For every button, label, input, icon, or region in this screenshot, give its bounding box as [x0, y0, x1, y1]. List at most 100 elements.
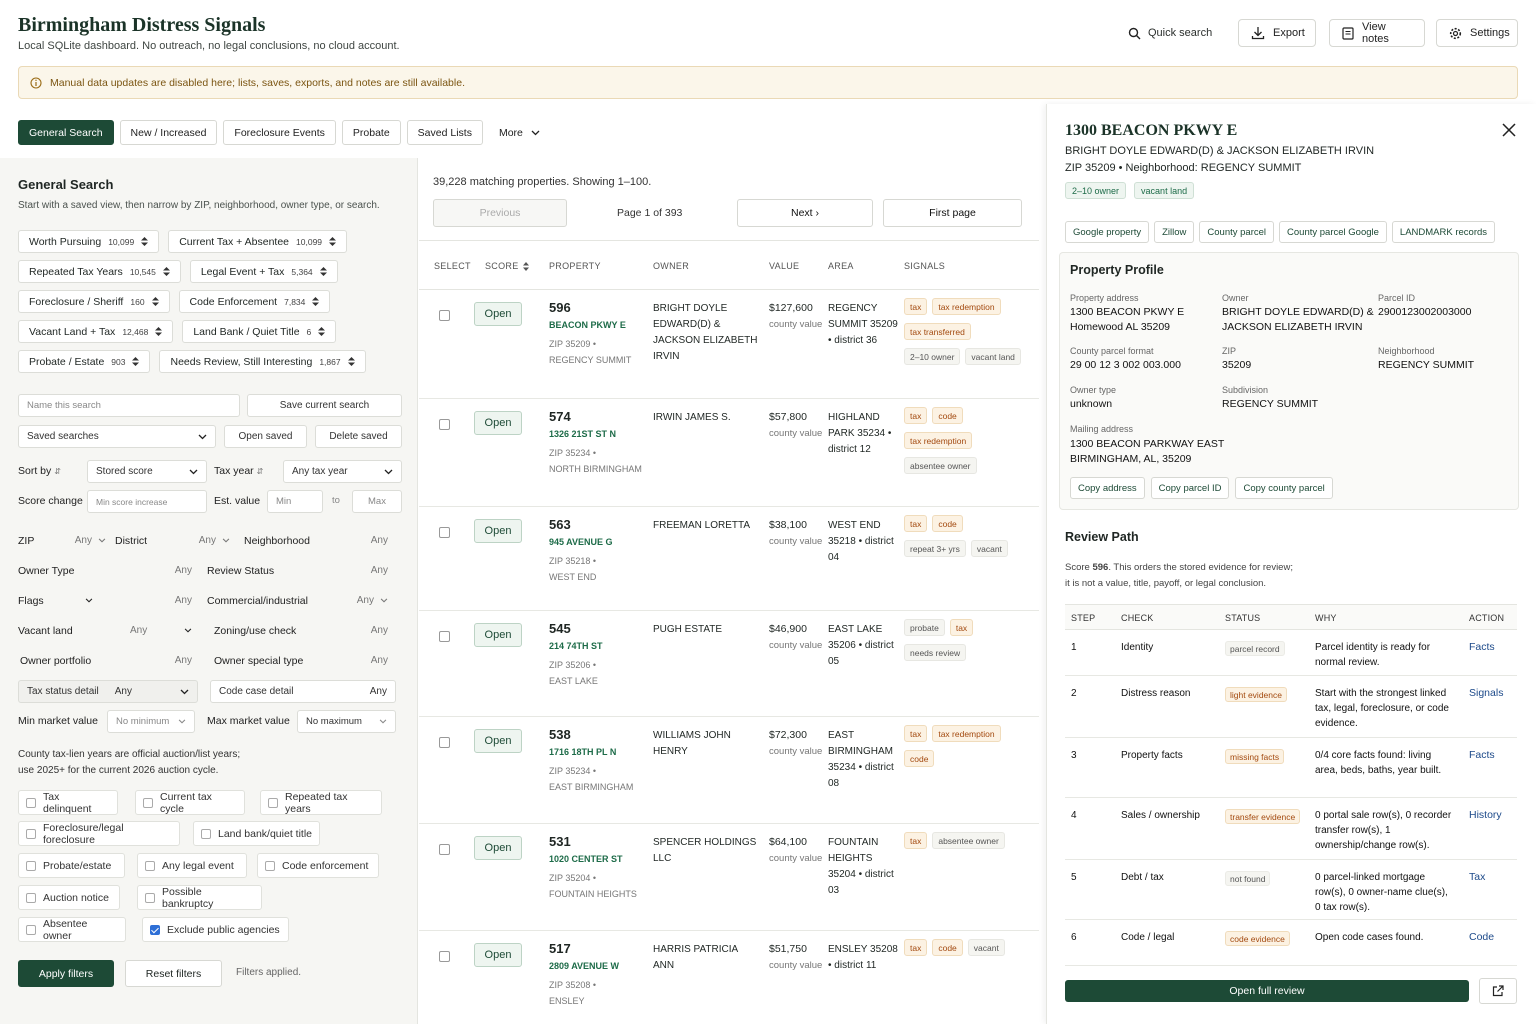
filter-checkbox[interactable]: Possible bankruptcy: [137, 885, 262, 910]
copy-address-button[interactable]: Copy address: [1070, 477, 1145, 499]
vacant-land-select[interactable]: Any: [110, 619, 192, 642]
saved-view-button[interactable]: Probate / Estate 903: [18, 350, 151, 373]
saved-searches-select[interactable]: Saved searches: [18, 425, 216, 448]
open-property-button[interactable]: Open: [474, 943, 522, 967]
sort-by-select[interactable]: Stored score: [87, 460, 207, 483]
checkbox-box[interactable]: [265, 860, 275, 871]
google-property-link[interactable]: Google property: [1065, 221, 1150, 243]
open-property-button[interactable]: Open: [474, 836, 522, 860]
open-full-review-button[interactable]: Open full review: [1065, 980, 1469, 1002]
filter-checkbox[interactable]: Absentee owner: [18, 917, 126, 942]
open-property-button[interactable]: Open: [474, 729, 522, 753]
est-value-min-input[interactable]: Min: [267, 490, 323, 513]
property-address-link[interactable]: 214 74TH ST: [549, 641, 603, 651]
close-icon[interactable]: [1501, 122, 1517, 138]
property-address-link[interactable]: 1326 21ST ST N: [549, 429, 617, 439]
next-page-button[interactable]: Next ›: [737, 199, 873, 227]
tax-year-select[interactable]: Any tax year: [283, 460, 402, 483]
code-case-select[interactable]: Code case detail Any: [210, 680, 396, 703]
open-in-new-window-button[interactable]: [1479, 978, 1517, 1004]
checkbox-box[interactable]: [145, 860, 155, 871]
max-market-select[interactable]: No maximum: [297, 710, 396, 733]
filter-checkbox[interactable]: Foreclosure/legal foreclosure: [18, 821, 180, 846]
settings-button[interactable]: Settings: [1436, 19, 1518, 47]
flags-value[interactable]: Any: [174, 595, 192, 606]
owner-portfolio-select[interactable]: Any: [174, 655, 192, 666]
property-address-link[interactable]: BEACON PKWY E: [549, 320, 626, 330]
first-page-button[interactable]: First page: [883, 199, 1022, 227]
commercial-select[interactable]: Any: [330, 589, 388, 612]
export-button[interactable]: Export: [1238, 19, 1316, 47]
saved-view-button[interactable]: Legal Event + Tax 5,364: [189, 260, 338, 283]
filter-checkbox[interactable]: Current tax cycle: [135, 790, 245, 815]
checkbox-box[interactable]: [201, 828, 211, 839]
saved-view-button[interactable]: Repeated Tax Years 10,545: [18, 260, 181, 283]
filter-checkbox[interactable]: Exclude public agencies: [142, 917, 289, 942]
checkbox-box[interactable]: [150, 924, 160, 935]
copy-parcel-id-button[interactable]: Copy parcel ID: [1150, 477, 1230, 499]
reset-filters-button[interactable]: Reset filters: [125, 960, 222, 987]
apply-filters-button[interactable]: Apply filters: [18, 960, 114, 987]
checkbox-box[interactable]: [145, 892, 155, 903]
checkbox-box[interactable]: [143, 797, 153, 808]
delete-saved-button[interactable]: Delete saved: [315, 425, 402, 448]
property-address-link[interactable]: 2809 AVENUE W: [549, 961, 620, 971]
saved-view-button[interactable]: Land Bank / Quiet Title 6: [182, 320, 337, 343]
district-select[interactable]: Any: [160, 529, 230, 552]
score-change-input[interactable]: Min score increase: [87, 490, 207, 513]
filter-checkbox[interactable]: Land bank/quiet title: [193, 821, 320, 846]
filter-checkbox[interactable]: Any legal event: [137, 853, 247, 878]
open-property-button[interactable]: Open: [474, 302, 522, 326]
review-action-link[interactable]: Facts: [1469, 641, 1495, 653]
review-action-link[interactable]: History: [1469, 809, 1502, 821]
saved-view-button[interactable]: Vacant Land + Tax 12,468: [18, 320, 174, 343]
review-action-link[interactable]: Signals: [1469, 687, 1504, 699]
zoning-select[interactable]: Any: [370, 625, 388, 636]
zillow-link[interactable]: Zillow: [1154, 221, 1195, 243]
saved-view-button[interactable]: Worth Pursuing 10,099: [18, 230, 160, 253]
row-select-checkbox[interactable]: [439, 527, 450, 538]
tax-status-select[interactable]: Tax status detail Any: [18, 680, 198, 703]
tab-saved-lists[interactable]: Saved Lists: [406, 120, 483, 145]
row-select-checkbox[interactable]: [439, 419, 450, 430]
open-property-button[interactable]: Open: [474, 623, 522, 647]
tab-general-search[interactable]: General Search: [18, 120, 114, 145]
owner-type-select[interactable]: Any: [174, 565, 192, 576]
property-address-link[interactable]: 1020 CENTER ST: [549, 854, 623, 864]
property-address-link[interactable]: 945 AVENUE G: [549, 537, 613, 547]
zip-select[interactable]: Any: [50, 529, 106, 552]
open-property-button[interactable]: Open: [474, 519, 522, 543]
checkbox-box[interactable]: [26, 797, 36, 808]
view-notes-button[interactable]: View notes: [1329, 19, 1425, 47]
search-name-input[interactable]: Name this search: [18, 394, 240, 417]
filter-checkbox[interactable]: Repeated tax years: [260, 790, 382, 815]
open-property-button[interactable]: Open: [474, 411, 522, 435]
neighborhood-select[interactable]: Any: [370, 535, 388, 546]
filter-checkbox[interactable]: Code enforcement: [257, 853, 379, 878]
filter-checkbox[interactable]: Tax delinquent: [18, 790, 118, 815]
checkbox-box[interactable]: [26, 860, 36, 871]
saved-view-button[interactable]: Current Tax + Absentee 10,099: [168, 230, 348, 253]
property-address-link[interactable]: 1716 18TH PL N: [549, 747, 617, 757]
row-select-checkbox[interactable]: [439, 737, 450, 748]
flags-select[interactable]: [60, 589, 93, 612]
row-select-checkbox[interactable]: [439, 844, 450, 855]
review-action-link[interactable]: Tax: [1469, 871, 1486, 883]
county-parcel-link[interactable]: County parcel: [1199, 221, 1275, 243]
review-action-link[interactable]: Code: [1469, 931, 1495, 943]
row-select-checkbox[interactable]: [439, 631, 450, 642]
checkbox-box[interactable]: [268, 797, 278, 808]
checkbox-box[interactable]: [26, 892, 36, 903]
saved-view-button[interactable]: Code Enforcement 7,834: [178, 290, 331, 313]
tab-probate[interactable]: Probate: [341, 120, 401, 145]
filter-checkbox[interactable]: Auction notice: [18, 885, 120, 910]
est-value-max-input[interactable]: Max: [352, 490, 402, 513]
copy-county-parcel-button[interactable]: Copy county parcel: [1235, 477, 1333, 499]
filter-checkbox[interactable]: Probate/estate: [18, 853, 125, 878]
landmark-records-link[interactable]: LANDMARK records: [1391, 221, 1496, 243]
county-parcel-google-link[interactable]: County parcel Google: [1279, 221, 1387, 243]
tab-foreclosure-events[interactable]: Foreclosure Events: [223, 120, 336, 145]
review-status-select[interactable]: Any: [370, 565, 388, 576]
min-market-select[interactable]: No minimum: [107, 710, 195, 733]
previous-page-button[interactable]: Previous: [433, 199, 567, 227]
